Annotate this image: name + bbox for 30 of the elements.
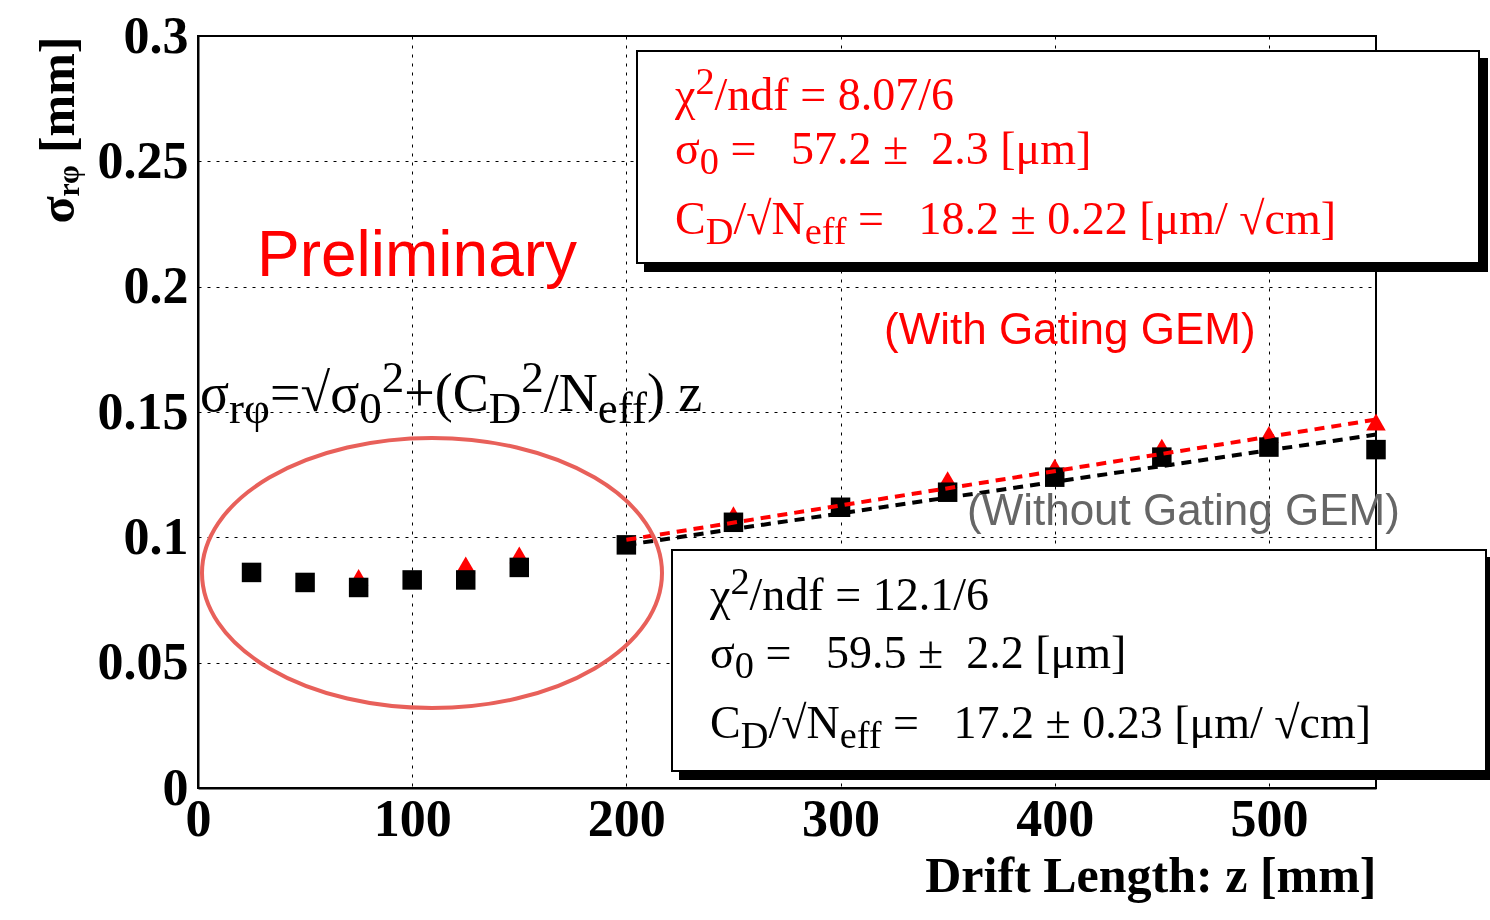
x-tick-label: 500 [1230,789,1309,847]
text: σ$_{rφ}$=√σ$_{0}$$^{2}$+(C$_{D}$$^{2}$/N$_{eff}$) z [200,352,703,433]
y-tick-label: 0.1 [123,507,189,565]
x-tick-label: 300 [802,789,881,847]
point [402,570,422,590]
annotation: χ$^{2}$/ndf = 8.07/6 [675,60,954,121]
point [1259,437,1279,457]
x-tick-label: 100 [373,789,452,847]
annotation: C$_{D}$/√N$_{eff}$ = 18.2 ± 0.22 [μm/ √cm] [675,193,1336,253]
point [1366,439,1386,460]
annotation: χ$^{2}$/ndf = 12.1/6 [710,560,989,621]
annotation: σ$_{0}$ = 57.2 ± 2.3 [μm] [675,123,1092,183]
y-tick-label: 0.3 [123,6,189,64]
point [509,557,530,578]
x-tick-label: 400 [1016,789,1095,847]
y-tick-label: 0.2 [123,257,189,315]
annotation: C$_{D}$/√N$_{eff}$ = 17.2 ± 0.23 [μm/ √cm] [710,697,1371,757]
x-axis-title: Drift Length: z [mm] [925,846,1377,903]
y-axis-title: σᵣᵩ [mm] [28,36,85,224]
annotation: (With Gating GEM) [884,304,1256,353]
annotation: Preliminary [257,218,578,290]
point [348,577,369,598]
y-tick-label: 0.25 [97,131,189,189]
point [295,572,315,593]
annotation: σ$_{0}$ = 59.5 ± 2.2 [μm] [710,627,1127,687]
y-tick-label: 0.05 [97,633,189,691]
y-tick-label: 0.15 [97,382,189,440]
point [241,562,262,583]
point [455,570,476,590]
x-tick-label: 200 [587,789,666,847]
